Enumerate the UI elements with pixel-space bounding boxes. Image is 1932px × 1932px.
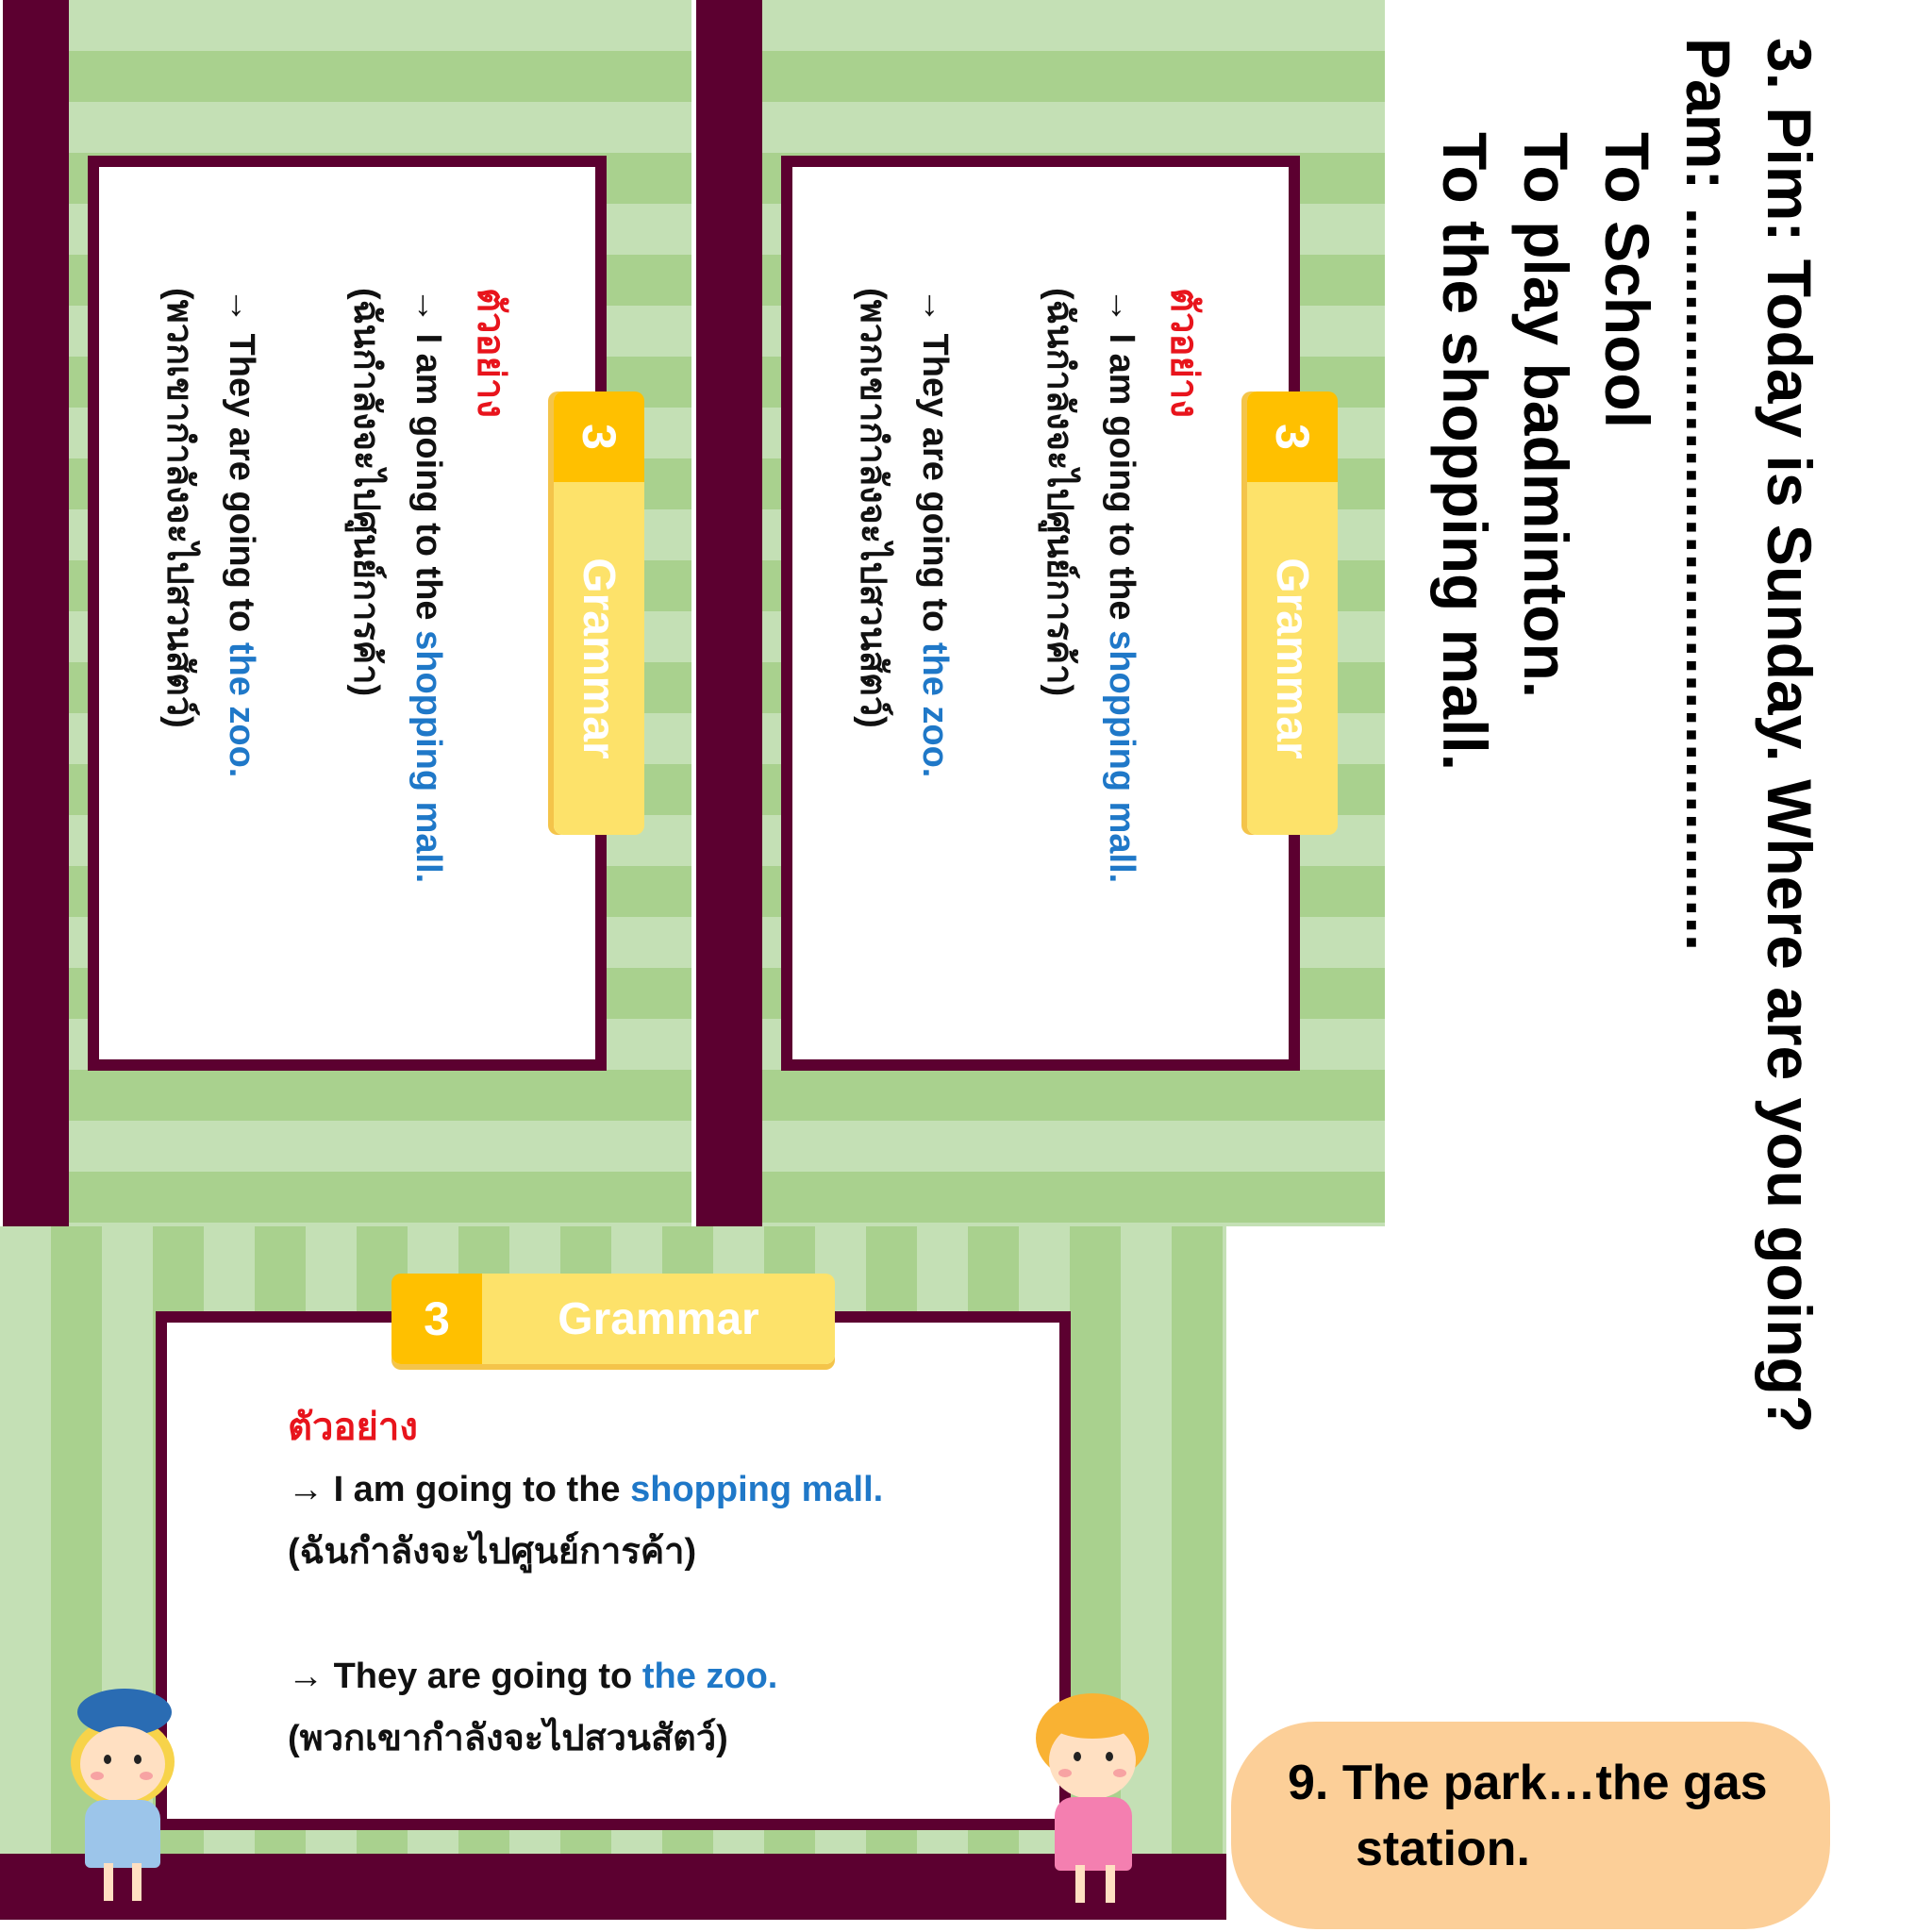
arrow-icon: → — [1102, 288, 1141, 324]
example-highlight: the zoo. — [222, 641, 261, 778]
badge-label: Grammar — [482, 1274, 835, 1364]
slide-content: ตัวอย่าง → I am going to the shopping ma… — [841, 288, 1215, 883]
example-heading: ตัวอย่าง — [470, 288, 511, 418]
example-translation-2: (พวกเขากำลังจะไปสวนสัตว์) — [288, 1719, 728, 1758]
grammar-slide-upright: 3 Grammar ตัวอย่าง → I am going to the s… — [0, 1226, 1226, 1920]
example-heading: ตัวอย่าง — [1163, 288, 1205, 418]
slide-content: ตัวอย่าง → I am going to the shopping ma… — [148, 288, 522, 883]
badge-number: 3 — [391, 1274, 482, 1364]
example-line-2: → They are going to the zoo. — [904, 288, 966, 883]
example-translation-1: (ฉันกำลังจะไปศูนย์การค้า) — [1040, 288, 1079, 697]
example-highlight: shopping mall. — [630, 1470, 884, 1509]
example-highlight: the zoo. — [641, 1657, 778, 1696]
slide-bottom-band — [0, 1854, 1226, 1920]
option-3: To the shopping mall. — [1430, 132, 1500, 772]
question-line: 3. Pim: Today is Sunday. Where are you g… — [1755, 38, 1824, 1434]
grammar-badge: 3 Grammar — [554, 391, 644, 835]
example-translation-1: (ฉันกำลังจะไปศูนย์การค้า) — [346, 288, 386, 697]
badge-label: Grammar — [554, 482, 644, 835]
girl-pink-dress-illustration — [1019, 1693, 1170, 1910]
slide-bottom-band — [696, 0, 762, 1226]
slide-bottom-band — [3, 0, 69, 1226]
example-line-2: → They are going to the zoo. — [210, 288, 273, 883]
example-text: I am going to the — [333, 1470, 621, 1509]
answer-text: 9. The park…the gas station. — [1288, 1750, 1768, 1882]
example-line-2: → They are going to the zoo. — [288, 1645, 883, 1707]
example-highlight: shopping mall. — [1102, 630, 1141, 884]
example-text: They are going to — [333, 1657, 633, 1696]
example-highlight: the zoo. — [915, 641, 955, 778]
slide-content: ตัวอย่าง → I am going to the shopping ma… — [288, 1396, 883, 1770]
badge-number: 3 — [1247, 391, 1338, 482]
example-text: I am going to the — [408, 333, 448, 621]
example-line-1: → I am going to the shopping mall. — [397, 288, 459, 883]
example-text: I am going to the — [1102, 333, 1141, 621]
arrow-icon: → — [288, 1657, 324, 1696]
example-text: They are going to — [915, 333, 955, 633]
arrow-icon: → — [915, 288, 955, 324]
grammar-slide-rotated-left: 3 Grammar ตัวอย่าง → I am going to the s… — [3, 0, 691, 1226]
arrow-icon: → — [408, 288, 448, 324]
answer-pill: 9. The park…the gas station. — [1231, 1722, 1830, 1929]
badge-number: 3 — [554, 391, 644, 482]
example-translation-2: (พวกเขากำลังจะไปสวนสัตว์) — [159, 288, 199, 728]
arrow-icon: → — [288, 1470, 324, 1509]
option-1: To School — [1592, 132, 1662, 429]
grammar-badge: 3 Grammar — [391, 1274, 835, 1364]
example-line-1: → I am going to the shopping mall. — [1091, 288, 1153, 883]
badge-label: Grammar — [1247, 482, 1338, 835]
answer-line-1: 9. The park…the gas — [1288, 1756, 1768, 1810]
example-heading: ตัวอย่าง — [288, 1407, 418, 1448]
question-text-block: 3. Pim: Today is Sunday. Where are you g… — [1424, 38, 1830, 1433]
example-text: They are going to — [222, 333, 261, 633]
answer-blank-line: Pam: ...................................… — [1674, 38, 1743, 952]
grammar-badge: 3 Grammar — [1247, 391, 1338, 835]
girl-blue-hat-illustration — [57, 1689, 189, 1906]
answer-line-2: station. — [1356, 1822, 1530, 1876]
example-translation-1: (ฉันกำลังจะไปศูนย์การค้า) — [288, 1532, 697, 1572]
arrow-icon: → — [222, 288, 261, 324]
example-line-1: → I am going to the shopping mall. — [288, 1458, 883, 1521]
example-translation-2: (พวกเขากำลังจะไปสวนสัตว์) — [853, 288, 892, 728]
option-2: To play badminton. — [1511, 132, 1581, 699]
example-highlight: shopping mall. — [408, 630, 448, 884]
grammar-slide-rotated-right: 3 Grammar ตัวอย่าง → I am going to the s… — [696, 0, 1385, 1226]
